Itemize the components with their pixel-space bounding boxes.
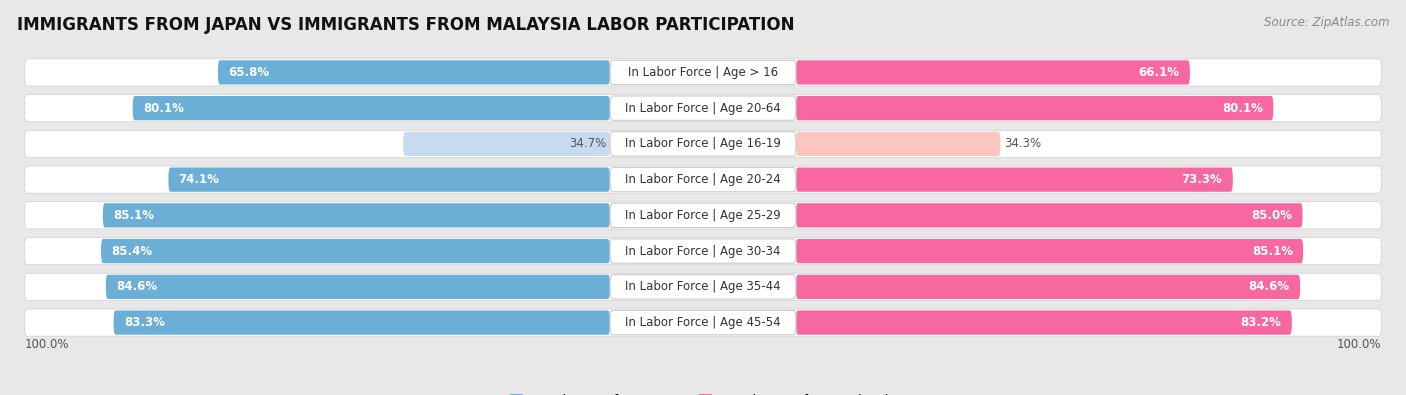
FancyBboxPatch shape xyxy=(610,132,796,156)
FancyBboxPatch shape xyxy=(169,167,610,192)
Text: In Labor Force | Age 45-54: In Labor Force | Age 45-54 xyxy=(626,316,780,329)
FancyBboxPatch shape xyxy=(114,310,610,335)
Text: 100.0%: 100.0% xyxy=(24,338,69,351)
FancyBboxPatch shape xyxy=(24,59,1382,86)
Text: 34.3%: 34.3% xyxy=(1004,137,1040,150)
Text: 100.0%: 100.0% xyxy=(1337,338,1382,351)
FancyBboxPatch shape xyxy=(610,310,796,335)
Text: 83.3%: 83.3% xyxy=(124,316,165,329)
Text: Source: ZipAtlas.com: Source: ZipAtlas.com xyxy=(1264,16,1389,29)
FancyBboxPatch shape xyxy=(610,167,796,192)
FancyBboxPatch shape xyxy=(218,60,610,85)
FancyBboxPatch shape xyxy=(103,203,610,228)
FancyBboxPatch shape xyxy=(24,130,1382,158)
Text: 80.1%: 80.1% xyxy=(143,102,184,115)
Text: In Labor Force | Age 35-44: In Labor Force | Age 35-44 xyxy=(626,280,780,293)
Text: 65.8%: 65.8% xyxy=(228,66,270,79)
FancyBboxPatch shape xyxy=(610,203,796,228)
FancyBboxPatch shape xyxy=(610,239,796,263)
FancyBboxPatch shape xyxy=(105,275,610,299)
FancyBboxPatch shape xyxy=(796,275,1301,299)
FancyBboxPatch shape xyxy=(404,132,610,156)
FancyBboxPatch shape xyxy=(24,309,1382,336)
FancyBboxPatch shape xyxy=(796,310,1292,335)
FancyBboxPatch shape xyxy=(610,275,796,299)
FancyBboxPatch shape xyxy=(24,237,1382,265)
Text: 73.3%: 73.3% xyxy=(1181,173,1222,186)
Text: 85.1%: 85.1% xyxy=(114,209,155,222)
FancyBboxPatch shape xyxy=(24,94,1382,122)
FancyBboxPatch shape xyxy=(610,96,796,120)
Text: In Labor Force | Age 20-64: In Labor Force | Age 20-64 xyxy=(626,102,780,115)
FancyBboxPatch shape xyxy=(24,202,1382,229)
Text: In Labor Force | Age 16-19: In Labor Force | Age 16-19 xyxy=(626,137,780,150)
Text: 74.1%: 74.1% xyxy=(179,173,219,186)
FancyBboxPatch shape xyxy=(101,239,610,263)
Legend: Immigrants from Japan, Immigrants from Malaysia: Immigrants from Japan, Immigrants from M… xyxy=(509,394,897,395)
FancyBboxPatch shape xyxy=(24,273,1382,301)
Text: 66.1%: 66.1% xyxy=(1139,66,1180,79)
FancyBboxPatch shape xyxy=(796,60,1189,85)
FancyBboxPatch shape xyxy=(132,96,610,120)
Text: In Labor Force | Age 30-34: In Labor Force | Age 30-34 xyxy=(626,245,780,258)
FancyBboxPatch shape xyxy=(796,132,1001,156)
Text: 80.1%: 80.1% xyxy=(1222,102,1263,115)
Text: 85.1%: 85.1% xyxy=(1251,245,1292,258)
FancyBboxPatch shape xyxy=(24,166,1382,193)
Text: 83.2%: 83.2% xyxy=(1240,316,1281,329)
Text: 85.4%: 85.4% xyxy=(111,245,152,258)
FancyBboxPatch shape xyxy=(796,239,1303,263)
FancyBboxPatch shape xyxy=(796,167,1233,192)
FancyBboxPatch shape xyxy=(796,96,1274,120)
FancyBboxPatch shape xyxy=(610,60,796,85)
Text: 84.6%: 84.6% xyxy=(1249,280,1289,293)
Text: In Labor Force | Age > 16: In Labor Force | Age > 16 xyxy=(628,66,778,79)
Text: In Labor Force | Age 25-29: In Labor Force | Age 25-29 xyxy=(626,209,780,222)
Text: 85.0%: 85.0% xyxy=(1251,209,1292,222)
Text: In Labor Force | Age 20-24: In Labor Force | Age 20-24 xyxy=(626,173,780,186)
Text: 34.7%: 34.7% xyxy=(569,137,606,150)
FancyBboxPatch shape xyxy=(796,203,1302,228)
Text: 84.6%: 84.6% xyxy=(117,280,157,293)
Text: IMMIGRANTS FROM JAPAN VS IMMIGRANTS FROM MALAYSIA LABOR PARTICIPATION: IMMIGRANTS FROM JAPAN VS IMMIGRANTS FROM… xyxy=(17,16,794,34)
